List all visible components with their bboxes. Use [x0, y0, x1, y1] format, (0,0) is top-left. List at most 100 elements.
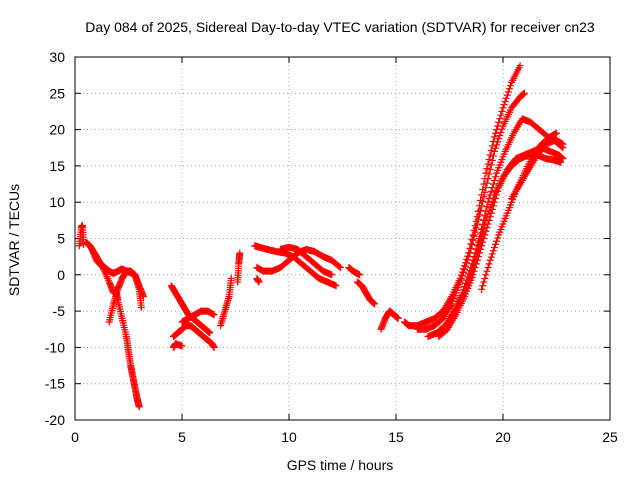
data-point-track-s	[485, 156, 493, 164]
data-point-track-s	[502, 94, 510, 102]
data-point-track-w	[488, 197, 496, 205]
data-point-track-s	[504, 88, 512, 96]
data-point-track-x	[482, 271, 490, 279]
x-tick-label: 20	[495, 429, 511, 445]
data-point-track-w	[479, 229, 487, 237]
data-point-track-w	[484, 210, 492, 218]
data-point-track-t	[484, 175, 492, 183]
data-point-track-w	[481, 220, 489, 228]
data-point-track-t	[469, 236, 477, 244]
y-tick-label: 30	[49, 49, 65, 65]
data-point-track-t	[478, 202, 486, 210]
data-point-track-s	[492, 129, 500, 137]
data-point-track-s	[496, 115, 504, 123]
x-tick-label: 5	[178, 429, 186, 445]
data-point-track-w	[467, 271, 475, 279]
data-point-track-t	[457, 275, 465, 283]
data-point-track-b	[137, 303, 145, 311]
data-point-track-x	[480, 278, 488, 286]
data-point-track-q	[371, 300, 379, 308]
y-tick-label: -5	[53, 303, 66, 319]
data-point-track-t	[463, 259, 471, 267]
data-point-track-x	[553, 129, 560, 137]
data-point-track-s	[483, 165, 491, 173]
x-tick-label: 15	[388, 429, 404, 445]
data-point-track-s	[480, 180, 488, 188]
data-point-track-t	[473, 220, 481, 228]
data-point-track-t	[494, 138, 502, 146]
data-point-track-y	[559, 144, 567, 152]
data-point-track-y	[558, 143, 566, 151]
data-point-track-x	[492, 240, 500, 248]
y-tick-label: 0	[57, 267, 65, 283]
data-point-track-v	[559, 155, 567, 163]
data-point-track-k	[236, 249, 244, 257]
data-point-track-t	[475, 211, 483, 219]
data-point-track-h	[210, 311, 218, 319]
data-point-track-w	[470, 260, 478, 268]
data-point-track-x	[493, 237, 501, 245]
data-point-track-t	[495, 135, 503, 143]
data-point-track-x	[494, 234, 502, 242]
y-tick-label: 20	[49, 122, 65, 138]
data-point-track-u	[483, 203, 491, 211]
chart-title: Day 084 of 2025, Sidereal Day-to-day VTE…	[85, 19, 595, 35]
data-point-track-r	[394, 314, 402, 322]
data-point-track-s	[495, 118, 503, 126]
data-point-track-t	[479, 197, 487, 205]
data-point-track-s	[500, 101, 508, 109]
data-point-track-x	[484, 264, 492, 272]
data-point-track-w	[466, 274, 474, 282]
data-point-track-x	[487, 253, 495, 261]
data-point-track-s	[490, 133, 498, 141]
y-tick-label: -20	[45, 412, 65, 428]
y-tick-label: 25	[49, 85, 65, 101]
data-point-track-s	[487, 146, 495, 154]
chart-ticks: 0 5 10 15 20 25 -20 -15 -10 -5 0 5 10 15 20 25 30	[45, 49, 618, 445]
data-point-track-x	[479, 282, 487, 290]
data-point-track-w	[475, 241, 483, 249]
data-point-track-w	[477, 237, 485, 245]
data-point-track-u	[489, 180, 497, 188]
data-point-track-x	[490, 244, 498, 252]
x-tick-label: 10	[281, 429, 297, 445]
data-point-track-s	[486, 151, 494, 159]
data-point-track-w	[489, 194, 497, 202]
data-point-track-t	[467, 244, 475, 252]
data-point-track-w	[472, 253, 480, 261]
data-point-track-u	[487, 187, 495, 195]
y-tick-label: 5	[57, 231, 65, 247]
x-tick-label: 25	[602, 429, 618, 445]
data-point-track-o	[328, 271, 336, 279]
data-point-track-x	[485, 260, 493, 268]
data-point-track-s	[498, 107, 506, 115]
chart-data-points	[75, 62, 567, 411]
data-point-track-s	[503, 91, 511, 99]
data-point-track-w	[557, 158, 565, 166]
data-point-track-t	[486, 166, 494, 174]
data-point-track-w	[480, 225, 488, 233]
data-point-track-t	[458, 272, 466, 280]
data-point-track-l	[332, 282, 340, 290]
data-point-track-t	[485, 170, 493, 178]
y-tick-label: -15	[45, 376, 65, 392]
data-point-track-x	[489, 247, 497, 255]
data-point-track-w	[487, 200, 495, 208]
data-point-track-w	[478, 233, 486, 241]
data-point-track-w	[486, 204, 494, 212]
x-axis-label: GPS time / hours	[287, 457, 394, 473]
data-point-track-e	[135, 403, 143, 411]
data-point-track-n	[255, 278, 263, 286]
data-point-track-t	[488, 156, 496, 164]
data-point-track-t	[470, 232, 478, 240]
data-point-track-t	[498, 125, 506, 133]
data-point-track-w	[471, 256, 479, 264]
data-point-track-t	[474, 215, 482, 223]
data-point-track-t	[489, 152, 497, 160]
plot-frame	[74, 56, 611, 421]
data-point-track-s	[482, 169, 490, 177]
data-point-track-x	[483, 267, 491, 275]
data-point-track-s	[505, 85, 513, 93]
data-point-track-s	[516, 62, 524, 70]
